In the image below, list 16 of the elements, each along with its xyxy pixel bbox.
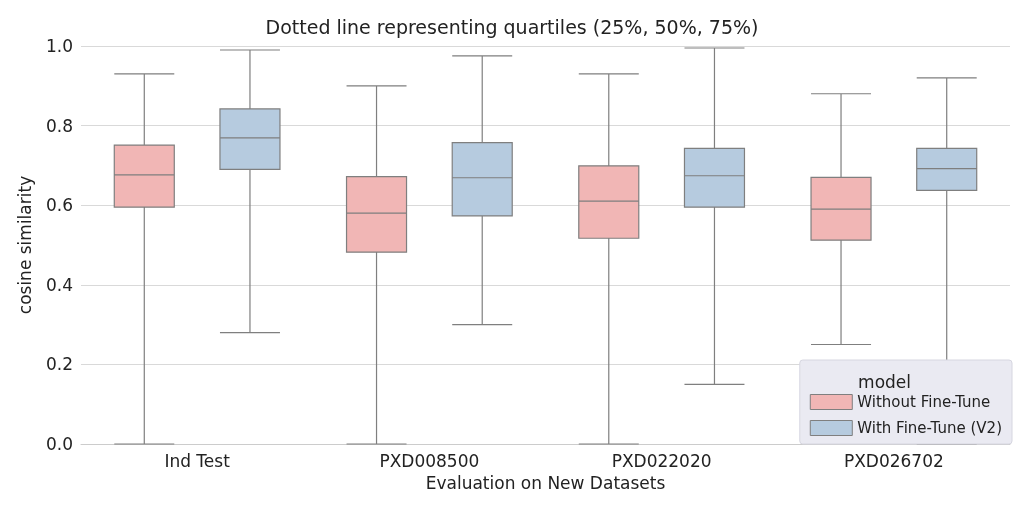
legend-label: With Fine-Tune (V2) <box>857 419 1003 437</box>
y-tick-label: 0.0 <box>45 434 73 454</box>
y-tick-label: 0.8 <box>45 115 73 136</box>
y-tick-label: 0.4 <box>45 274 73 295</box>
chart-title: Dotted line representing quartiles (25%, 50%, 75%) <box>265 15 759 38</box>
y-tick-label: 0.2 <box>45 354 73 375</box>
x-tick-label: Ind Test <box>164 450 231 471</box>
y-axis-title: cosine similarity <box>14 175 35 315</box>
x-tick-label: PXD022020 <box>611 450 712 471</box>
y-tick-label: 1.0 <box>45 36 73 56</box>
legend-label: Without Fine-Tune <box>857 393 991 411</box>
x-axis-title: Evaluation on New Datasets <box>425 472 666 493</box>
x-tick-label: PXD026702 <box>843 450 944 471</box>
legend-title: model <box>858 371 911 392</box>
x-tick-label: PXD008500 <box>379 450 480 471</box>
y-tick-label: 0.6 <box>45 195 73 216</box>
